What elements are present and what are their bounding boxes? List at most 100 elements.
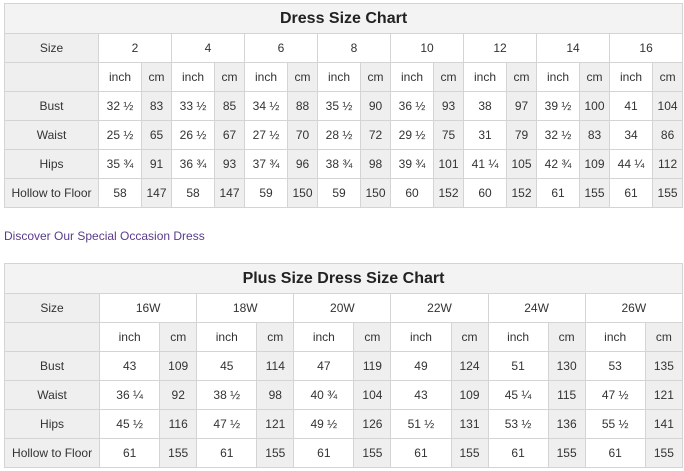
unit-cm: cm xyxy=(651,62,684,92)
unit-cm: cm xyxy=(214,62,245,92)
cm-value: 136 xyxy=(547,409,586,439)
inch-value: 49 xyxy=(390,351,452,381)
unit-cm: cm xyxy=(450,322,489,352)
unit-cm: cm xyxy=(159,322,198,352)
unit-inch: inch xyxy=(244,62,288,92)
row-label: Waist xyxy=(4,120,99,150)
cm-value: 121 xyxy=(644,380,684,410)
cm-value: 79 xyxy=(506,120,537,150)
cm-value: 101 xyxy=(433,149,464,179)
size-header: 2 xyxy=(98,33,172,63)
cm-value: 155 xyxy=(547,438,586,468)
inch-value: 43 xyxy=(390,380,452,410)
chart-title: Plus Size Dress Size Chart xyxy=(4,263,683,294)
cm-value: 141 xyxy=(644,409,684,439)
inch-value: 38 xyxy=(463,91,507,121)
unit-inch: inch xyxy=(609,62,653,92)
inch-value: 31 xyxy=(463,120,507,150)
inch-value: 51 xyxy=(487,351,549,381)
size-header: 4 xyxy=(171,33,245,63)
inch-value: 61 xyxy=(196,438,258,468)
cm-value: 130 xyxy=(547,351,586,381)
inch-value: 39 ½ xyxy=(536,91,580,121)
inch-value: 44 ¼ xyxy=(609,149,653,179)
cm-value: 135 xyxy=(644,351,684,381)
unit-inch: inch xyxy=(99,322,161,352)
cm-value: 121 xyxy=(256,409,295,439)
unit-inch: inch xyxy=(536,62,580,92)
inch-value: 45 xyxy=(196,351,258,381)
inch-value: 53 ½ xyxy=(487,409,549,439)
cm-value: 91 xyxy=(141,149,172,179)
row-label: Bust xyxy=(4,91,99,121)
cm-value: 100 xyxy=(579,91,610,121)
unit-inch: inch xyxy=(390,62,434,92)
plus-size-chart-table: Plus Size Dress Size Chart Size 16W 18W 20W 2… xyxy=(3,263,684,468)
cm-value: 155 xyxy=(256,438,295,468)
table-row: Hips 45 ½ 116 47 ½ 121 49 ½ 126 51 ½ 131 53 ½ 136 5… xyxy=(3,409,684,439)
cm-value: 96 xyxy=(287,149,318,179)
inch-value: 36 ¼ xyxy=(99,380,161,410)
cm-value: 90 xyxy=(360,91,391,121)
cm-value: 155 xyxy=(579,178,610,208)
unit-cm: cm xyxy=(141,62,172,92)
unit-inch: inch xyxy=(98,62,142,92)
row-label: Hollow to Floor xyxy=(3,438,101,468)
inch-value: 61 xyxy=(99,438,161,468)
inch-value: 41 xyxy=(609,91,653,121)
cm-value: 155 xyxy=(159,438,198,468)
table-row: Bust 32 ½ 83 33 ½ 85 34 ½ 88 35 ½ 90 36 ½ 93 38 97 39… xyxy=(4,91,684,121)
inch-value: 26 ½ xyxy=(171,120,215,150)
cm-value: 115 xyxy=(547,380,586,410)
row-label: Waist xyxy=(3,380,101,410)
inch-value: 29 ½ xyxy=(390,120,434,150)
cm-value: 126 xyxy=(353,409,392,439)
unit-inch: inch xyxy=(317,62,361,92)
cm-value: 109 xyxy=(159,351,198,381)
cm-value: 152 xyxy=(506,178,537,208)
row-label: Hips xyxy=(4,149,99,179)
inch-value: 47 xyxy=(293,351,355,381)
size-header: 20W xyxy=(293,293,392,323)
cm-value: 105 xyxy=(506,149,537,179)
size-header: 12 xyxy=(463,33,537,63)
unit-inch: inch xyxy=(584,322,646,352)
special-occasion-dress-link[interactable]: Discover Our Special Occasion Dress xyxy=(4,229,205,243)
size-label: Size xyxy=(3,293,101,323)
inch-value: 59 xyxy=(317,178,361,208)
empty-cell xyxy=(3,322,101,352)
inch-value: 60 xyxy=(390,178,434,208)
inch-value: 25 ½ xyxy=(98,120,142,150)
cm-value: 75 xyxy=(433,120,464,150)
table-row: Hollow to Floor 58 147 58 147 59 150 59 150 60 152… xyxy=(4,178,684,208)
cm-value: 114 xyxy=(256,351,295,381)
title-row: Dress Size Chart xyxy=(3,3,684,34)
cm-value: 155 xyxy=(651,178,684,208)
unit-row: inch cm inch cm inch cm inch cm inch cm inch cm xyxy=(3,322,684,352)
cm-value: 98 xyxy=(256,380,295,410)
dress-size-chart-table: Dress Size Chart Size 2 4 6 8 10 12 14 16 inch cm in… xyxy=(3,3,684,208)
inch-value: 36 ½ xyxy=(390,91,434,121)
inch-value: 35 ½ xyxy=(317,91,361,121)
cm-value: 83 xyxy=(141,91,172,121)
inch-value: 34 ½ xyxy=(244,91,288,121)
size-row: Size 2 4 6 8 10 12 14 16 xyxy=(4,33,684,63)
inch-value: 32 ½ xyxy=(98,91,142,121)
size-header: 6 xyxy=(244,33,318,63)
inch-value: 61 xyxy=(390,438,452,468)
cm-value: 72 xyxy=(360,120,391,150)
inch-value: 40 ¾ xyxy=(293,380,355,410)
size-header: 24W xyxy=(487,293,586,323)
unit-cm: cm xyxy=(433,62,464,92)
inch-value: 37 ¾ xyxy=(244,149,288,179)
unit-inch: inch xyxy=(171,62,215,92)
cm-value: 109 xyxy=(579,149,610,179)
inch-value: 60 xyxy=(463,178,507,208)
cm-value: 93 xyxy=(433,91,464,121)
cm-value: 119 xyxy=(353,351,392,381)
unit-cm: cm xyxy=(547,322,586,352)
unit-cm: cm xyxy=(287,62,318,92)
unit-inch: inch xyxy=(463,62,507,92)
cm-value: 104 xyxy=(353,380,392,410)
